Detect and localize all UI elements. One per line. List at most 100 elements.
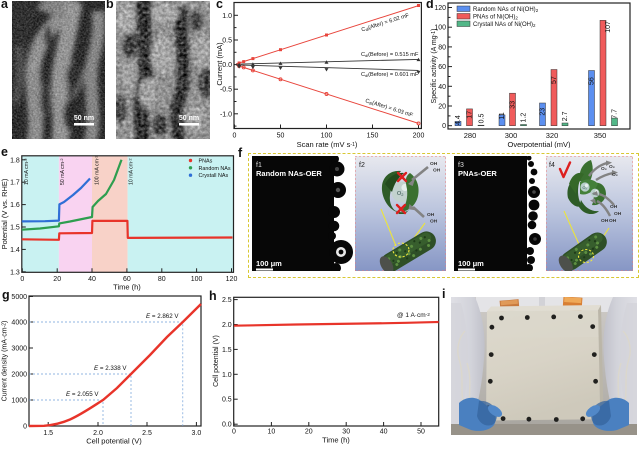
- svg-text:0.5: 0.5: [222, 397, 232, 404]
- svg-text:0.5: 0.5: [479, 114, 486, 124]
- svg-text:2.5: 2.5: [222, 297, 232, 304]
- svg-text:0: 0: [23, 424, 27, 431]
- svg-text:Scan rate (mV s-1): Scan rate (mV s-1): [297, 140, 358, 149]
- svg-text:1.8: 1.8: [10, 157, 20, 164]
- svg-text:100 μm: 100 μm: [256, 259, 282, 268]
- svg-text:50: 50: [417, 429, 425, 436]
- svg-text:Potential (V vs. RHE): Potential (V vs. RHE): [0, 178, 9, 249]
- svg-text:50 nm: 50 nm: [179, 115, 199, 122]
- svg-text:O₂: O₂: [583, 186, 588, 190]
- svg-text:20: 20: [53, 276, 61, 283]
- svg-text:120: 120: [226, 276, 238, 283]
- svg-text:56: 56: [589, 77, 596, 85]
- svg-text:PNAs of Ni(OH)2: PNAs of Ni(OH)2: [473, 14, 518, 20]
- svg-text:Specific activity (A mg-1): Specific activity (A mg-1): [431, 29, 439, 104]
- svg-text:0: 0: [442, 123, 446, 130]
- svg-text:OH: OH: [430, 161, 438, 167]
- svg-text:40: 40: [380, 429, 388, 436]
- svg-text:f2: f2: [359, 162, 365, 169]
- svg-text:O₂: O₂: [612, 172, 618, 178]
- svg-text:Current (mA): Current (mA): [215, 42, 224, 86]
- svg-text:40: 40: [438, 84, 446, 91]
- svg-text:1.0: 1.0: [222, 372, 232, 379]
- svg-text:O₂: O₂: [609, 164, 615, 170]
- svg-text:2.5: 2.5: [142, 430, 152, 437]
- svg-text:2.0: 2.0: [93, 430, 103, 437]
- svg-text:E = 2.862 V: E = 2.862 V: [146, 313, 179, 320]
- svg-text:PNAs: PNAs: [199, 159, 213, 165]
- svg-text:Crystall NAs of Ni(OH)2: Crystall NAs of Ni(OH)2: [473, 22, 536, 28]
- svg-text:23: 23: [540, 108, 547, 116]
- svg-text:OH: OH: [609, 218, 617, 224]
- svg-text:60: 60: [123, 276, 131, 283]
- svg-text:10 mA cm-2: 10 mA cm-2: [23, 158, 30, 185]
- svg-text:120: 120: [434, 5, 446, 12]
- svg-text:3.0: 3.0: [192, 430, 202, 437]
- svg-text:Random NAs-OER: Random NAs-OER: [256, 169, 322, 178]
- svg-text:0.0: 0.0: [222, 422, 232, 429]
- svg-text:33: 33: [510, 101, 517, 109]
- svg-text:OH: OH: [614, 211, 622, 217]
- svg-text:Crystall NAs: Crystall NAs: [199, 173, 229, 179]
- svg-text:E = 2.055 V: E = 2.055 V: [66, 391, 99, 398]
- svg-text:Cell potential (V): Cell potential (V): [86, 437, 142, 446]
- svg-text:-0.5: -0.5: [220, 87, 232, 94]
- svg-text:Cell potential (V): Cell potential (V): [213, 335, 220, 387]
- svg-text:300: 300: [505, 131, 518, 140]
- svg-text:Random NAs: Random NAs: [199, 166, 231, 172]
- svg-text:4.4: 4.4: [455, 115, 462, 125]
- svg-text:OH: OH: [427, 212, 435, 218]
- svg-text:Random NAs of Ni(OH)2: Random NAs of Ni(OH)2: [473, 7, 539, 13]
- svg-text:150: 150: [367, 133, 379, 140]
- svg-text:O₂: O₂: [601, 166, 607, 172]
- svg-text:7.7: 7.7: [612, 109, 619, 119]
- svg-text:1.5: 1.5: [10, 225, 20, 232]
- svg-text:1.0: 1.0: [222, 13, 232, 20]
- svg-text:4000: 4000: [11, 320, 27, 327]
- svg-text:1.3: 1.3: [10, 269, 20, 276]
- svg-text:f4: f4: [549, 162, 555, 169]
- svg-text:1.5: 1.5: [222, 347, 232, 354]
- svg-text:100: 100: [191, 276, 203, 283]
- svg-text:0: 0: [232, 429, 236, 436]
- svg-text:E = 2.338 V: E = 2.338 V: [94, 365, 127, 372]
- svg-text:10 mA cm-2: 10 mA cm-2: [127, 158, 134, 185]
- svg-text:f1: f1: [256, 162, 262, 169]
- svg-text:Time (h): Time (h): [113, 283, 141, 292]
- svg-text:50 mA cm-2: 50 mA cm-2: [59, 158, 66, 185]
- svg-text:1.5: 1.5: [43, 430, 53, 437]
- svg-text:-1.0: -1.0: [220, 111, 232, 118]
- svg-text:5000: 5000: [11, 294, 27, 301]
- svg-text:350: 350: [594, 131, 607, 140]
- svg-text:@ 1 A·cm-2: @ 1 A·cm-2: [397, 312, 430, 320]
- svg-text:100: 100: [321, 133, 333, 140]
- svg-text:1000: 1000: [11, 398, 27, 405]
- svg-text:PNAs-OER: PNAs-OER: [458, 169, 497, 178]
- svg-text:100 mA cm-2: 100 mA cm-2: [93, 155, 100, 185]
- svg-text:OH: OH: [433, 168, 441, 174]
- svg-text:50 nm: 50 nm: [74, 115, 94, 122]
- svg-text:20: 20: [305, 429, 313, 436]
- svg-text:100: 100: [434, 25, 446, 32]
- svg-text:OH: OH: [430, 219, 438, 225]
- svg-text:0: 0: [20, 276, 24, 283]
- svg-text:Cdl(Before) = 0.601 mF: Cdl(Before) = 0.601 mF: [361, 72, 419, 78]
- svg-text:2.0: 2.0: [222, 322, 232, 329]
- svg-text:2.7: 2.7: [562, 111, 569, 121]
- svg-text:0.5: 0.5: [222, 38, 232, 45]
- svg-text:3000: 3000: [11, 346, 27, 353]
- svg-text:280: 280: [464, 131, 477, 140]
- svg-text:f3: f3: [458, 162, 464, 169]
- svg-text:O2: O2: [397, 191, 404, 197]
- svg-text:0.0: 0.0: [222, 62, 232, 69]
- svg-text:1.4: 1.4: [10, 247, 20, 254]
- svg-text:57: 57: [551, 76, 558, 84]
- svg-text:10: 10: [268, 429, 276, 436]
- svg-text:60: 60: [438, 64, 446, 71]
- svg-text:11: 11: [499, 112, 506, 119]
- svg-text:107: 107: [605, 21, 612, 33]
- svg-text:17: 17: [467, 111, 474, 119]
- svg-text:Overpotential (mV): Overpotential (mV): [508, 140, 571, 148]
- svg-text:0: 0: [233, 133, 237, 140]
- svg-text:80: 80: [158, 276, 166, 283]
